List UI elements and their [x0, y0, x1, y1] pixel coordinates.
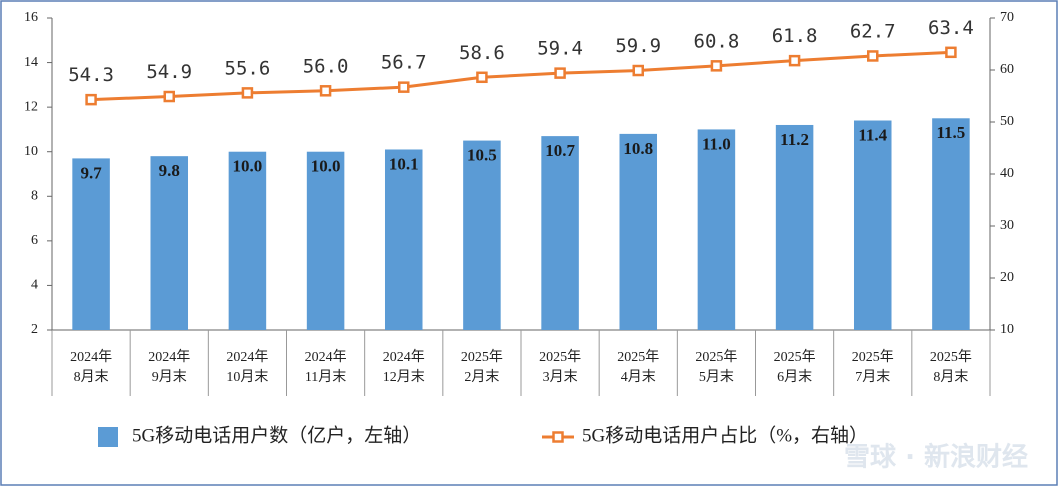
x-tick-label: 9月末 [152, 369, 187, 385]
line-value-label: 56.7 [381, 52, 427, 74]
y-tick-label: 10 [24, 144, 38, 159]
x-tick-label: 8月末 [933, 369, 968, 385]
x-tick-label: 2025年 [539, 349, 581, 365]
x-tick-label: 2024年 [148, 349, 190, 365]
bar [228, 151, 267, 330]
bar-value-label: 9.7 [80, 163, 102, 182]
line-value-label: 55.6 [225, 57, 271, 79]
x-tick-label: 12月末 [383, 369, 425, 385]
x-tick-label: 2024年 [383, 349, 425, 365]
line-marker [945, 46, 957, 59]
y2-tick-label: 10 [1000, 322, 1014, 337]
y2-tick-label: 50 [1000, 114, 1014, 129]
y-tick-label: 14 [24, 55, 38, 70]
line-marker [398, 81, 410, 93]
bar [306, 151, 345, 330]
bar [72, 158, 110, 330]
line-value-label: 59.4 [537, 38, 583, 60]
line-marker [85, 93, 97, 106]
legend-swatch [98, 427, 118, 447]
line-marker [476, 71, 488, 84]
legend-swatch [552, 431, 564, 443]
x-tick-label: 2025年 [930, 349, 972, 365]
watermark: 雪球 · 新浪财经 [844, 442, 1028, 473]
y-tick-label: 16 [24, 10, 38, 25]
bar-value-label: 11.0 [702, 134, 731, 153]
line-marker [241, 87, 254, 99]
y2-tick-label: 70 [1000, 10, 1014, 25]
x-tick-label: 2025年 [774, 349, 816, 365]
bar [463, 140, 501, 330]
line-value-label: 59.9 [615, 35, 661, 57]
y-tick-label: 4 [31, 278, 38, 293]
x-tick-label: 4月末 [621, 369, 656, 385]
x-tick-label: 10月末 [226, 369, 268, 385]
x-tick-label: 7月末 [855, 369, 890, 385]
line-marker [163, 90, 175, 103]
line-marker [867, 50, 879, 62]
bar-value-label: 10.1 [389, 154, 419, 173]
line-value-label: 60.8 [694, 30, 740, 52]
x-tick-label: 11月末 [305, 369, 346, 385]
line-marker [788, 54, 801, 67]
bar [619, 133, 658, 330]
x-tick-label: 2月末 [464, 369, 499, 385]
bar-value-label: 10.0 [311, 157, 341, 176]
bar-value-label: 10.8 [623, 139, 653, 158]
bar [541, 136, 579, 330]
bar [384, 149, 423, 330]
x-tick-label: 6月末 [777, 369, 812, 385]
y2-tick-label: 30 [1000, 218, 1014, 233]
bar [853, 120, 892, 330]
x-tick-label: 3月末 [543, 369, 578, 385]
bar-value-label: 10.5 [467, 145, 497, 164]
x-tick-label: 8月末 [74, 369, 109, 385]
bar-value-label: 9.8 [159, 161, 180, 180]
line-marker [554, 67, 566, 79]
bar-value-label: 10.0 [233, 157, 263, 176]
line-marker [710, 60, 723, 72]
line-value-label: 58.6 [459, 42, 505, 64]
x-tick-label: 2025年 [852, 349, 894, 365]
line-value-label: 54.3 [68, 64, 114, 86]
line-value-label: 54.9 [146, 61, 192, 83]
bar-value-label: 11.5 [937, 123, 966, 142]
bar [697, 129, 736, 330]
y2-tick-label: 60 [1000, 62, 1014, 77]
bar-value-label: 11.4 [858, 125, 887, 144]
line-value-label: 56.0 [303, 55, 349, 77]
x-tick-label: 5月末 [699, 369, 734, 385]
y2-tick-label: 40 [1000, 166, 1014, 181]
bar [932, 118, 970, 331]
bar-value-label: 11.2 [780, 130, 809, 149]
line [91, 50, 951, 102]
legend-label: 5G移动电话用户数（亿户，左轴） [132, 424, 421, 446]
line-marker [319, 85, 332, 97]
legend-label: 5G移动电话用户占比（%，右轴） [582, 424, 868, 446]
line-value-label: 63.4 [928, 17, 974, 39]
bar [150, 156, 189, 330]
y2-tick-label: 20 [1000, 270, 1014, 285]
y-tick-label: 8 [31, 189, 38, 204]
y-tick-label: 12 [24, 99, 38, 114]
line-value-label: 62.7 [850, 20, 896, 42]
line-marker [632, 64, 644, 77]
x-tick-label: 2024年 [70, 349, 112, 365]
bar-value-label: 10.7 [545, 141, 575, 160]
y-tick-label: 2 [31, 322, 38, 337]
x-tick-label: 2024年 [226, 349, 268, 365]
y-tick-label: 6 [31, 233, 38, 248]
x-tick-label: 2024年 [305, 349, 347, 365]
x-tick-label: 2025年 [617, 349, 659, 365]
x-tick-label: 2025年 [695, 349, 737, 365]
bar [775, 124, 814, 330]
line-value-label: 61.8 [772, 25, 818, 47]
x-tick-label: 2025年 [461, 349, 503, 365]
